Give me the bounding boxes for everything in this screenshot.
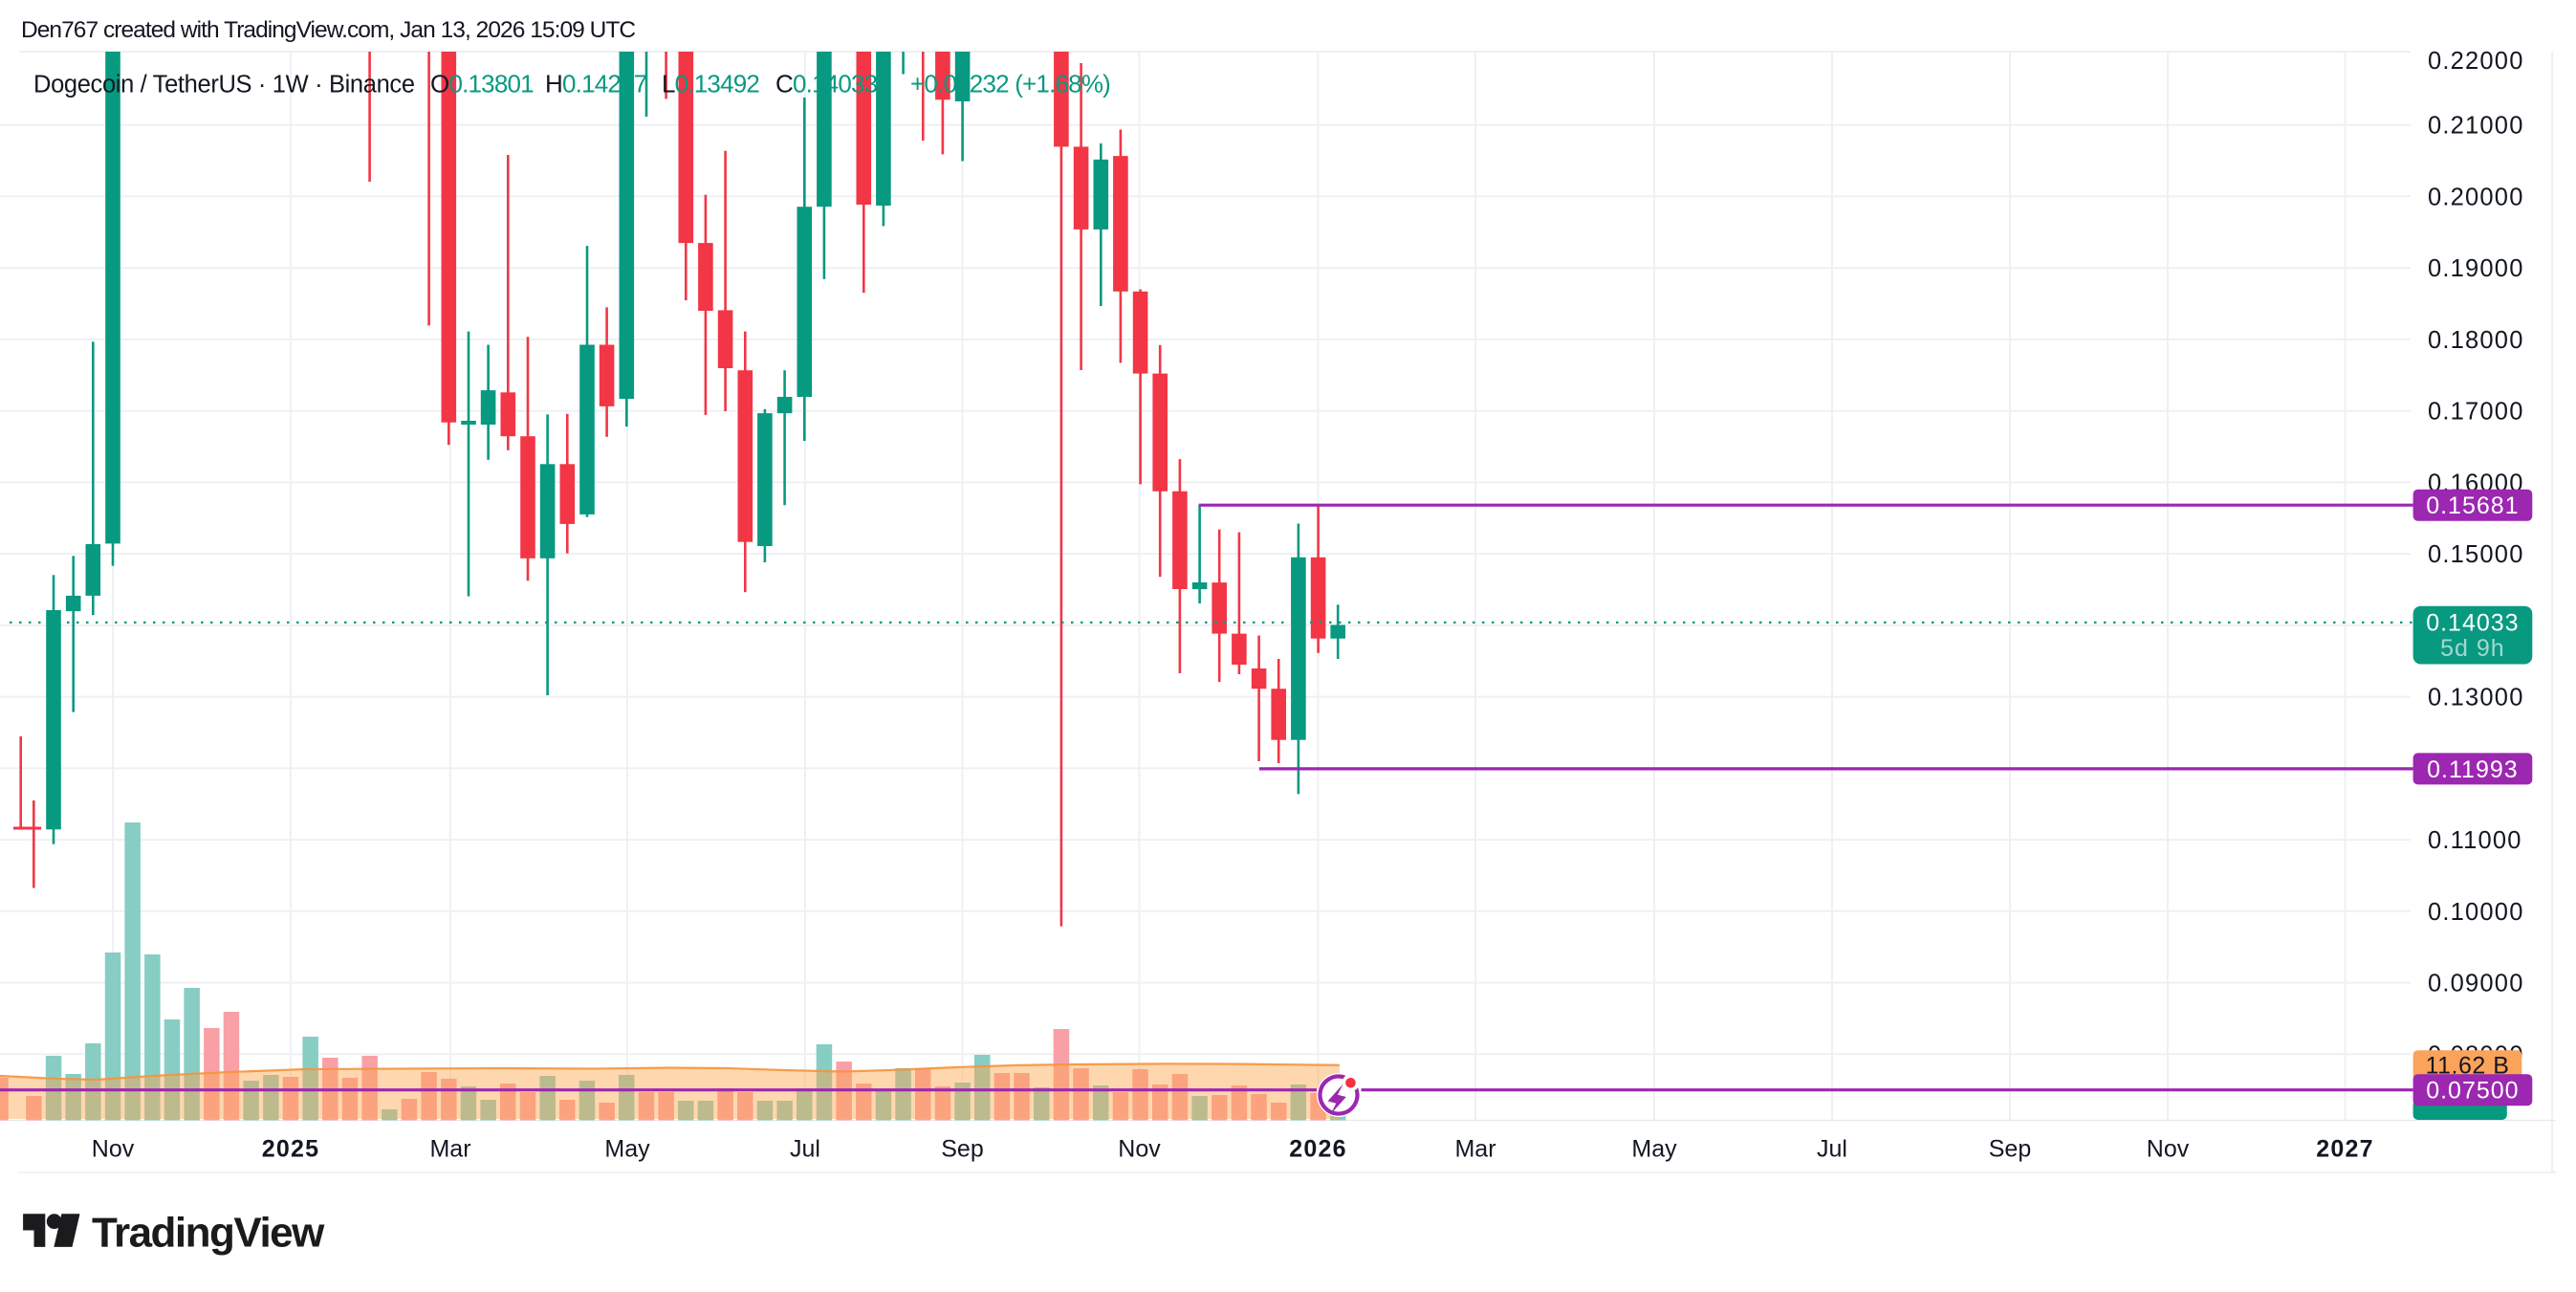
svg-text:0.15000: 0.15000 [2428, 541, 2524, 568]
svg-text:0.17000: 0.17000 [2428, 399, 2524, 426]
svg-text:Dogecoin / TetherUS · 1W · Bin: Dogecoin / TetherUS · 1W · Binance [33, 72, 415, 99]
svg-text:Nov: Nov [2147, 1136, 2190, 1163]
svg-text:0.09000: 0.09000 [2428, 971, 2524, 997]
svg-text:C0.14033: C0.14033 [775, 70, 878, 99]
svg-text:0.10000: 0.10000 [2428, 899, 2524, 926]
svg-text:May: May [1631, 1136, 1677, 1163]
svg-text:+0.00232 (+1.68%): +0.00232 (+1.68%) [910, 70, 1110, 99]
svg-text:Sep: Sep [1989, 1136, 2031, 1163]
svg-text:0.11993: 0.11993 [2427, 756, 2519, 783]
svg-text:Jul: Jul [790, 1136, 820, 1163]
svg-text:2025: 2025 [262, 1136, 319, 1163]
svg-text:TradingView: TradingView [92, 1210, 325, 1257]
svg-text:Den767 created with TradingVie: Den767 created with TradingView.com, Jan… [21, 17, 635, 43]
svg-text:Sep: Sep [941, 1136, 983, 1163]
svg-text:H0.14247: H0.14247 [545, 70, 647, 99]
svg-text:0.15681: 0.15681 [2426, 493, 2519, 519]
svg-text:Nov: Nov [92, 1136, 135, 1163]
svg-text:0.18000: 0.18000 [2428, 327, 2524, 354]
svg-text:2026: 2026 [1289, 1136, 1346, 1163]
svg-text:Mar: Mar [429, 1136, 470, 1163]
svg-text:5d 9h: 5d 9h [2440, 635, 2505, 662]
svg-text:Mar: Mar [1454, 1136, 1495, 1163]
svg-text:0.11000: 0.11000 [2428, 827, 2522, 854]
svg-text:0.13000: 0.13000 [2428, 685, 2524, 712]
svg-text:Jul: Jul [1817, 1136, 1847, 1163]
svg-text:May: May [604, 1136, 650, 1163]
svg-text:O0.13801: O0.13801 [430, 70, 534, 99]
svg-text:0.14033: 0.14033 [2426, 609, 2519, 636]
svg-text:0.21000: 0.21000 [2428, 113, 2524, 140]
svg-text:2027: 2027 [2316, 1136, 2373, 1163]
svg-text:0.20000: 0.20000 [2428, 184, 2524, 210]
svg-text:0.19000: 0.19000 [2428, 255, 2524, 282]
svg-text:Nov: Nov [1118, 1136, 1161, 1163]
svg-text:0.07500: 0.07500 [2426, 1078, 2519, 1105]
svg-text:L0.13492: L0.13492 [662, 70, 759, 99]
svg-text:0.22000: 0.22000 [2428, 48, 2524, 75]
